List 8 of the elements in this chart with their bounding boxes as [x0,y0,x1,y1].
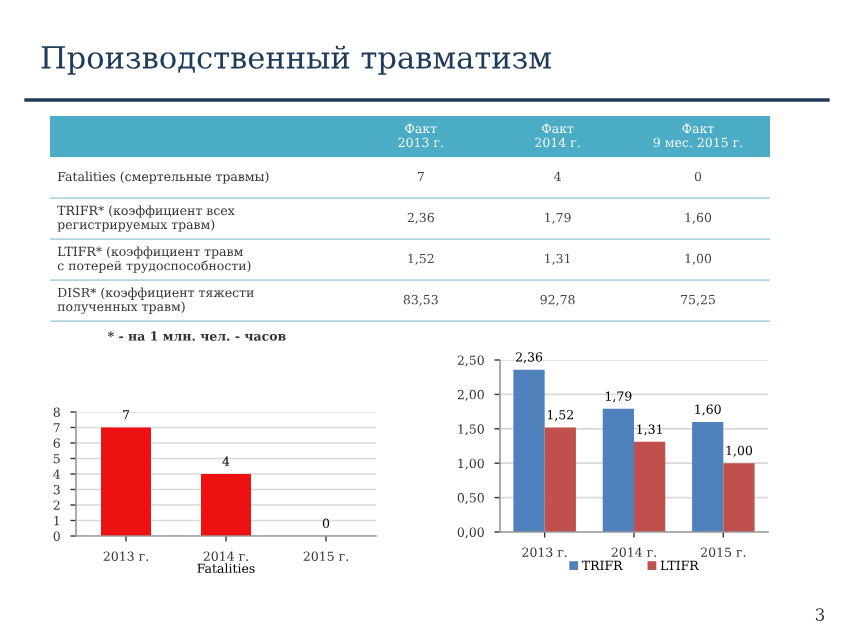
text: Производственный травматизм [41,45,551,75]
bar [723,463,755,532]
bar [602,408,634,532]
bar [544,427,576,532]
bar [634,441,666,532]
bar [692,421,724,532]
text: 3 [815,608,825,621]
bar [513,369,545,532]
